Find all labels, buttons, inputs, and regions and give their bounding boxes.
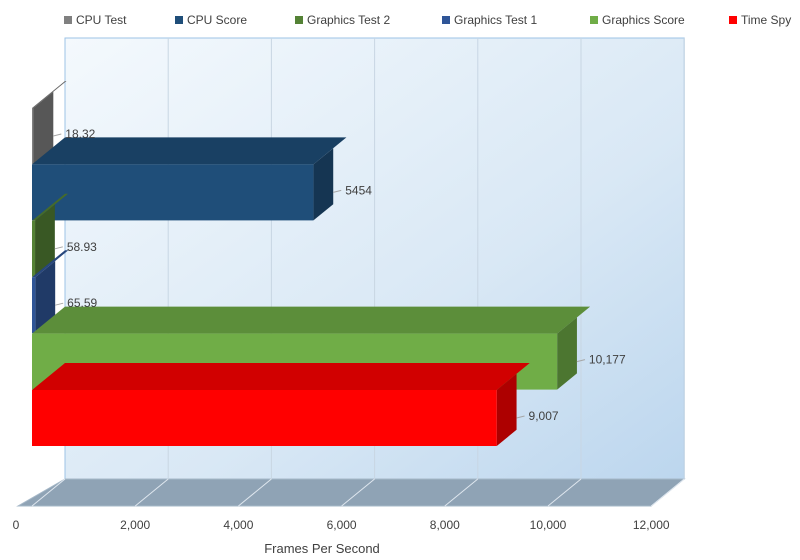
bar-front-face (32, 108, 34, 164)
data-label-text: 9,007 (529, 409, 559, 423)
floor-gridline (650, 478, 685, 507)
floor-gridline (547, 478, 582, 507)
leader-line (576, 359, 586, 363)
x-tick-label: 0 (13, 518, 20, 532)
bar-top-face (32, 193, 69, 221)
bar-front-face (32, 277, 36, 334)
legend-swatch (295, 16, 303, 24)
bar-front-face (32, 390, 497, 446)
bar-side-face (33, 91, 54, 164)
floor-gridline (238, 478, 272, 507)
floor (16, 478, 686, 507)
floor-gridline (341, 478, 375, 507)
bar-front-face (32, 220, 36, 277)
x-axis-tick-labels: 0 2,000 4,000 6,000 8,000 10,000 12,000 (13, 518, 670, 532)
leader-line (55, 302, 64, 306)
bar (32, 250, 69, 334)
x-tick-label: 10,000 (530, 518, 567, 532)
legend-swatch (590, 16, 598, 24)
legend-entry: Graphics Test 1 (442, 13, 537, 27)
x-tick-label: 12,000 (633, 518, 670, 532)
bar-top-face (32, 250, 69, 278)
bar (32, 193, 69, 277)
legend-entry: Time Spy (729, 13, 791, 27)
data-label: 65.59 (55, 296, 98, 310)
legend-entry: CPU Test (64, 13, 127, 27)
data-label: 58.93 (54, 240, 97, 254)
legend-entry: Graphics Test 2 (295, 13, 390, 27)
leader-line (54, 246, 63, 250)
x-tick-label: 8,000 (430, 518, 460, 532)
legend-swatch (64, 16, 72, 24)
x-tick-label: 2,000 (120, 518, 150, 532)
bar (32, 137, 347, 221)
legend-entry: CPU Score (175, 13, 247, 27)
bar (32, 81, 67, 164)
data-labels: 18.32 5454 58.93 65.59 10,177 9,007 (53, 127, 626, 423)
data-label-text: 58.93 (67, 240, 97, 254)
leader-line (516, 415, 525, 419)
data-label-text: 65.59 (67, 296, 97, 310)
data-label-text: 18.32 (65, 127, 95, 141)
bar-side-face (557, 317, 577, 390)
legend-swatch (442, 16, 450, 24)
floor-gridline (444, 478, 479, 507)
legend-label: Graphics Score (602, 13, 685, 27)
data-label: 10,177 (576, 353, 626, 367)
bar-side-face (313, 148, 334, 221)
legend: CPU Test CPU Score Graphics Test 2 Graphics… (64, 13, 791, 27)
bar-top-face (32, 363, 530, 390)
bar-side-face (35, 204, 55, 277)
legend-swatch (175, 16, 183, 24)
bar-front-face (32, 164, 314, 221)
bar-top-face (32, 81, 67, 108)
bar-side-face (496, 373, 517, 446)
bar-top-face (32, 137, 347, 165)
data-label-text: 10,177 (589, 353, 626, 367)
data-label-text: 5454 (345, 183, 372, 197)
leader-line (53, 133, 62, 137)
legend-label: Graphics Test 2 (307, 13, 390, 27)
floor-gridline (31, 478, 66, 507)
data-label: 18.32 (53, 127, 96, 141)
legend-label: Graphics Test 1 (454, 13, 537, 27)
legend-label: CPU Score (187, 13, 247, 27)
legend-label: CPU Test (76, 13, 127, 27)
legend-entry: Graphics Score (590, 13, 685, 27)
data-label: 9,007 (516, 409, 559, 423)
bar (32, 363, 530, 446)
data-label: 5454 (333, 183, 372, 197)
floor-gridline (134, 478, 169, 507)
leader-line (333, 189, 342, 193)
x-tick-label: 6,000 (327, 518, 357, 532)
legend-swatch (729, 16, 737, 24)
x-tick-label: 4,000 (223, 518, 253, 532)
legend-label: Time Spy (741, 13, 791, 27)
bar-side-face (35, 261, 56, 334)
bars (32, 81, 591, 446)
x-axis-title: Frames Per Second (264, 541, 380, 556)
bar-top-face (32, 306, 591, 334)
